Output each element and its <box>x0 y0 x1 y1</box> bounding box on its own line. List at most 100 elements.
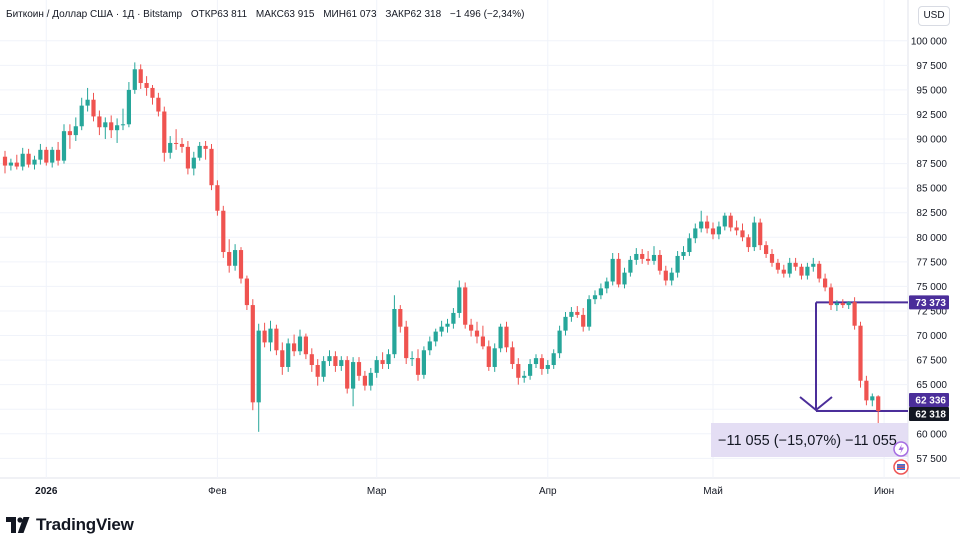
candle-body <box>545 365 550 369</box>
candle-body <box>716 226 721 235</box>
candle-body <box>250 305 255 403</box>
x-tick-label: Апр <box>539 486 557 497</box>
candle-body <box>463 287 468 325</box>
candle-body <box>528 364 533 376</box>
candle-body <box>557 330 562 354</box>
candle-body <box>339 360 344 366</box>
chart-frame[interactable]: −11 055 (−15,07%) −11 055 100 000 97 500 9… <box>0 0 960 507</box>
y-tick-label: 65 000 <box>916 380 947 391</box>
candle-body <box>233 250 238 266</box>
candle-body <box>38 149 43 160</box>
x-tick-label: Июн <box>874 486 894 497</box>
candle-body <box>480 336 485 347</box>
candle-body <box>227 252 232 266</box>
candle-body <box>56 149 61 161</box>
y-tick-label: 75 000 <box>916 282 947 293</box>
candle-body <box>132 69 137 90</box>
candle-body <box>2 156 8 166</box>
candle-body <box>61 131 67 161</box>
candle-body <box>8 162 13 166</box>
candle-body <box>858 325 863 381</box>
candle-body <box>392 309 397 355</box>
candle-body <box>758 222 763 246</box>
candle-body <box>256 330 261 403</box>
candle-body <box>710 228 716 235</box>
candle-body <box>598 288 603 296</box>
candle-body <box>646 258 651 261</box>
measure-label-box <box>711 423 908 457</box>
candle-body <box>333 356 338 366</box>
x-tick-label: Фев <box>208 486 226 497</box>
candle-body <box>321 361 326 377</box>
candle-body <box>669 272 674 281</box>
candle-body <box>870 396 875 401</box>
candle-body <box>793 262 798 267</box>
candle-body <box>864 380 869 401</box>
candle-body <box>280 350 285 367</box>
candle-body <box>752 222 757 248</box>
candle-body <box>498 326 503 349</box>
candle-body <box>109 122 114 131</box>
candle-body <box>817 263 822 279</box>
price-chart[interactable]: −11 055 (−15,07%) −11 055 100 000 97 500 9… <box>0 0 960 507</box>
candle-body <box>421 350 426 375</box>
high-value: 63 915 <box>283 9 315 20</box>
price-tag-label: 73 373 <box>915 298 946 309</box>
measure-label: −11 055 (−15,07%) −11 055 <box>718 433 897 449</box>
y-tick-label: 57 500 <box>916 454 947 465</box>
candle-body <box>516 364 521 378</box>
candle-body <box>764 245 769 254</box>
candle-body <box>616 258 621 285</box>
candle-body <box>315 365 320 377</box>
symbol-legend: Биткоин / Доллар США · 1Д · Bitstamp ОТК… <box>6 9 524 20</box>
candle-body <box>775 262 780 270</box>
candle-body <box>705 221 710 229</box>
candle-body <box>356 362 362 376</box>
candle-body <box>50 149 55 163</box>
candle-body <box>215 185 220 211</box>
candle-body <box>209 148 214 186</box>
candle-body <box>150 87 155 98</box>
candle-body <box>628 259 633 273</box>
candle-body <box>386 354 391 365</box>
candle-body <box>14 162 19 167</box>
tradingview-logo-icon <box>6 517 30 533</box>
candle-body <box>640 253 645 259</box>
candle-body <box>309 354 314 366</box>
candle-body <box>846 302 851 306</box>
candle-body <box>469 324 474 331</box>
candle-body <box>286 343 291 367</box>
y-tick-label: 92 500 <box>916 110 947 121</box>
flag-icon-glyph <box>897 464 905 470</box>
candle-body <box>587 299 592 327</box>
currency-button[interactable]: USD <box>918 6 950 26</box>
candle-body <box>115 125 120 131</box>
candle-body <box>746 237 751 248</box>
x-tick-label: Мар <box>367 486 387 497</box>
candle-body <box>238 250 244 279</box>
x-tick-label: 2026 <box>35 486 58 497</box>
price-tag <box>909 393 949 407</box>
candle-body <box>138 69 143 84</box>
candle-body <box>221 210 226 253</box>
y-tick-label: 97 500 <box>916 61 947 72</box>
candle-body <box>610 258 615 282</box>
candle-body <box>769 253 775 263</box>
candle-body <box>345 360 350 389</box>
close-value: 62 318 <box>410 9 442 20</box>
candle-body <box>26 153 31 165</box>
candle-body <box>799 266 804 276</box>
candle-body <box>522 375 527 378</box>
candle-body <box>292 343 297 352</box>
candle-body <box>374 360 379 373</box>
y-tick-label: 87 500 <box>916 159 947 170</box>
candle-body <box>563 316 568 331</box>
candle-body <box>168 142 173 153</box>
candle-body <box>592 295 598 300</box>
candle-body <box>604 281 609 289</box>
candle-body <box>85 99 90 106</box>
price-tag <box>909 295 949 310</box>
candle-body <box>268 328 273 343</box>
tradingview-logo[interactable]: TradingView <box>6 515 134 535</box>
candle-body <box>362 375 367 386</box>
